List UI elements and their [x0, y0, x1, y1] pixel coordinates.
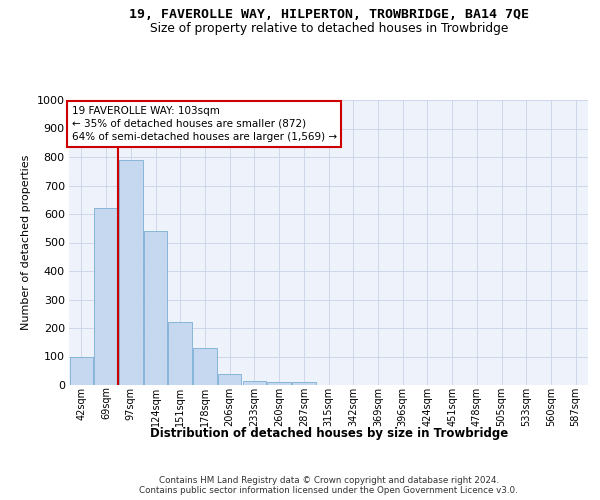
Bar [70, 356, 93, 385]
Y-axis label: Number of detached properties: Number of detached properties [21, 155, 31, 330]
Text: Size of property relative to detached houses in Trowbridge: Size of property relative to detached ho… [149, 22, 508, 35]
Bar [242, 380, 266, 385]
Bar [119, 160, 143, 385]
Text: 19, FAVEROLLE WAY, HILPERTON, TROWBRIDGE, BA14 7QE: 19, FAVEROLLE WAY, HILPERTON, TROWBRIDGE… [129, 8, 529, 20]
Bar [94, 208, 118, 385]
Bar [268, 382, 291, 385]
Text: Distribution of detached houses by size in Trowbridge: Distribution of detached houses by size … [149, 428, 508, 440]
Bar [218, 374, 241, 385]
Bar [193, 348, 217, 385]
Bar [169, 322, 192, 385]
Bar [292, 382, 316, 385]
Bar [144, 231, 167, 385]
Text: Contains HM Land Registry data © Crown copyright and database right 2024.: Contains HM Land Registry data © Crown c… [159, 476, 499, 485]
Text: 19 FAVEROLLE WAY: 103sqm
← 35% of detached houses are smaller (872)
64% of semi-: 19 FAVEROLLE WAY: 103sqm ← 35% of detach… [71, 106, 337, 142]
Text: Contains public sector information licensed under the Open Government Licence v3: Contains public sector information licen… [139, 486, 518, 495]
